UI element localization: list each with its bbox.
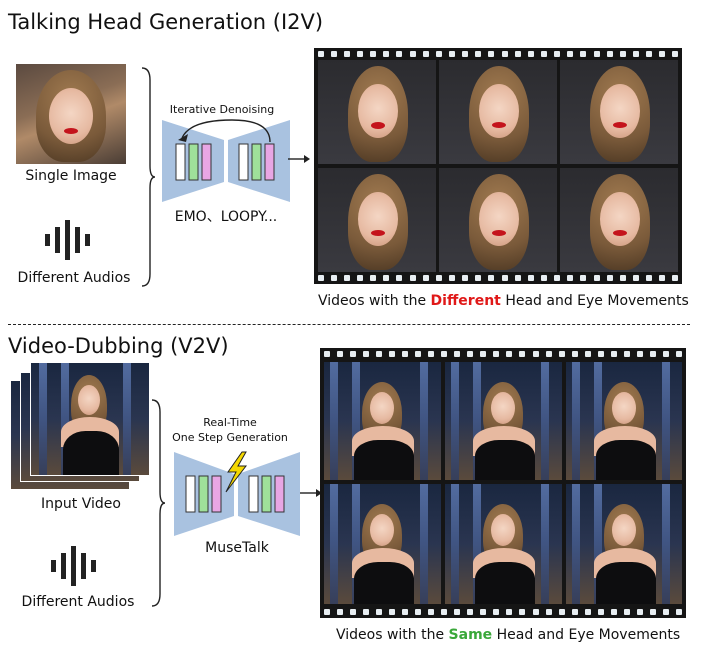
model-label-v2v: MuseTalk [205,540,269,556]
audio-label-v2v: Different Audios [21,594,135,610]
caption-i2v-highlight: Different [430,293,501,309]
realtime-label-line1: Real-Time [203,416,257,429]
model-label-i2v: EMO、LOOPY... [174,209,278,225]
section-divider [8,324,690,325]
brace-i2v [141,67,156,287]
output-frame [439,60,557,164]
output-frame [560,60,678,164]
single-image [16,64,126,164]
output-frame [566,484,682,604]
sound-wave-icon [45,220,90,260]
output-frame [445,484,562,604]
iterative-denoising-label: Iterative Denoising [169,103,275,116]
single-image-label: Single Image [25,168,117,184]
output-frame [318,60,436,164]
unet-diagram-i2v [162,119,290,202]
right-arrow-icon [300,489,322,497]
input-video [30,362,150,476]
output-frame [560,168,678,272]
brace-v2v [151,399,166,607]
i2v-title: Talking Head Generation (I2V) [8,10,324,34]
output-filmstrip-i2v [314,48,682,284]
output-filmstrip-v2v [320,348,686,618]
caption-v2v-suffix: Head and Eye Movements [492,627,681,643]
output-frame [324,362,441,480]
right-arrow-icon [288,155,310,163]
caption-v2v: Videos with the Same Head and Eye Moveme… [336,627,680,643]
sound-wave-icon [51,546,96,586]
output-frame [445,362,562,480]
output-frame [318,168,436,272]
output-frame [324,484,441,604]
caption-i2v-prefix: Videos with the [318,293,431,309]
caption-v2v-highlight: Same [448,627,493,643]
output-frame [566,362,682,480]
input-video-label: Input Video [41,496,121,512]
lightning-bolt-icon [225,451,248,493]
unet-diagram-v2v [174,451,300,536]
v2v-title: Video-Dubbing (V2V) [8,334,229,358]
output-frame [439,168,557,272]
caption-v2v-prefix: Videos with the [336,627,449,643]
caption-i2v: Videos with the Different Head and Eye M… [318,293,689,309]
audio-label-i2v: Different Audios [17,270,131,286]
realtime-label-line2: One Step Generation [172,431,288,444]
caption-i2v-suffix: Head and Eye Movements [500,293,689,309]
